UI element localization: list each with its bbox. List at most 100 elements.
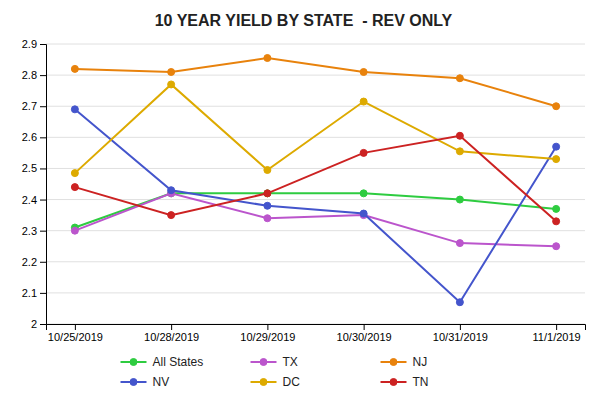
y-axis: 2 2.1 2.2 2.3 2.4 2.5 2.6 2.7 2.8 2.9 (22, 38, 47, 330)
tick-label: 2.1 (22, 287, 37, 299)
y-tick: 2.4 (22, 194, 46, 206)
tick-label: 2 (31, 318, 37, 330)
point (360, 149, 367, 156)
tick-label: 10/28/2019 (144, 331, 199, 343)
line (75, 58, 556, 106)
tick-label: 2.2 (22, 256, 37, 268)
legend-item: TX (251, 355, 298, 369)
legend-marker (260, 379, 267, 386)
x-tick: 11/1/2019 (533, 324, 581, 343)
y-tick: 2.7 (22, 100, 46, 112)
grid-line (46, 168, 585, 169)
tick-label: 2.8 (22, 69, 37, 81)
point (264, 190, 271, 197)
point (71, 170, 78, 177)
tick-mark (460, 324, 461, 330)
tick-mark (267, 324, 268, 330)
point (71, 227, 78, 234)
legend-item: All States (121, 355, 204, 369)
point (553, 243, 560, 250)
point (168, 187, 175, 194)
point (168, 81, 175, 88)
series (71, 55, 559, 110)
legend-item: DC (251, 375, 301, 389)
legend-marker (390, 359, 397, 366)
legend-marker (130, 379, 137, 386)
tick-mark (364, 324, 365, 330)
y-tick: 2.5 (22, 162, 46, 174)
x-tick: 10/29/2019 (240, 324, 295, 343)
point (456, 240, 463, 247)
tick-label: 2.4 (22, 194, 37, 206)
point (456, 148, 463, 155)
line (75, 109, 556, 302)
tick-mark (40, 262, 46, 263)
x-axis: 10/25/2019 10/28/2019 10/29/2019 10/30/2019… (47, 324, 586, 343)
point (264, 215, 271, 222)
point (168, 212, 175, 219)
title: 10 YEAR YIELD BY STATE - REV ONLY (155, 12, 453, 29)
point (553, 218, 560, 225)
tick-mark (40, 44, 46, 45)
legend-label: TX (283, 355, 298, 369)
tick-mark (40, 324, 46, 325)
tick-mark (556, 324, 557, 330)
tick-mark (40, 137, 46, 138)
tick-label: 2.3 (22, 225, 37, 237)
x-tick: 10/30/2019 (337, 324, 392, 343)
legend-marker (390, 379, 397, 386)
tick-mark (40, 106, 46, 107)
point (71, 65, 78, 72)
y-tick: 2.6 (22, 131, 46, 143)
tick-label: 10/25/2019 (48, 331, 103, 343)
point (71, 106, 78, 113)
point (553, 156, 560, 163)
y-tick: 2.9 (22, 38, 46, 50)
legend-item: NV (121, 375, 170, 389)
tick-label: 10/30/2019 (337, 331, 392, 343)
tick-label: 2.9 (22, 38, 37, 50)
point (264, 202, 271, 209)
tick-mark (40, 75, 46, 76)
y-tick: 2.2 (22, 256, 46, 268)
point (264, 190, 271, 197)
chart: 10 YEAR YIELD BY STATE - REV ONLY 2 2.1 2.2… (0, 0, 607, 420)
point (456, 196, 463, 203)
series (71, 190, 559, 250)
tick-mark (40, 200, 46, 201)
line (75, 136, 556, 222)
point (553, 143, 560, 150)
series (71, 81, 559, 177)
point (553, 103, 560, 110)
grid-line (46, 75, 585, 76)
point (264, 55, 271, 62)
legend-item: TN (381, 375, 429, 389)
legend-label: DC (283, 375, 301, 389)
legend-label: All States (153, 355, 204, 369)
tick-label: 2.5 (22, 162, 37, 174)
legend-marker (130, 359, 137, 366)
legend-item: NJ (381, 355, 428, 369)
point (168, 69, 175, 76)
y-tick: 2.3 (22, 225, 46, 237)
line (75, 84, 556, 173)
y-tick: 2 (31, 318, 46, 330)
point (553, 205, 560, 212)
grid-line (46, 292, 585, 293)
point (456, 132, 463, 139)
point (456, 75, 463, 82)
axis-line (47, 325, 586, 331)
tick-mark (40, 168, 46, 169)
point (264, 167, 271, 174)
grid-line (46, 44, 585, 45)
line (75, 193, 556, 246)
point (456, 299, 463, 306)
point (71, 184, 78, 191)
x-tick: 10/28/2019 (144, 324, 199, 343)
point (360, 190, 367, 197)
x-tick: 10/25/2019 (48, 324, 103, 343)
point (360, 98, 367, 105)
legend: All States TX NJ NV DC TN (121, 355, 429, 389)
y-tick: 2.1 (22, 287, 46, 299)
tick-mark (75, 324, 76, 330)
